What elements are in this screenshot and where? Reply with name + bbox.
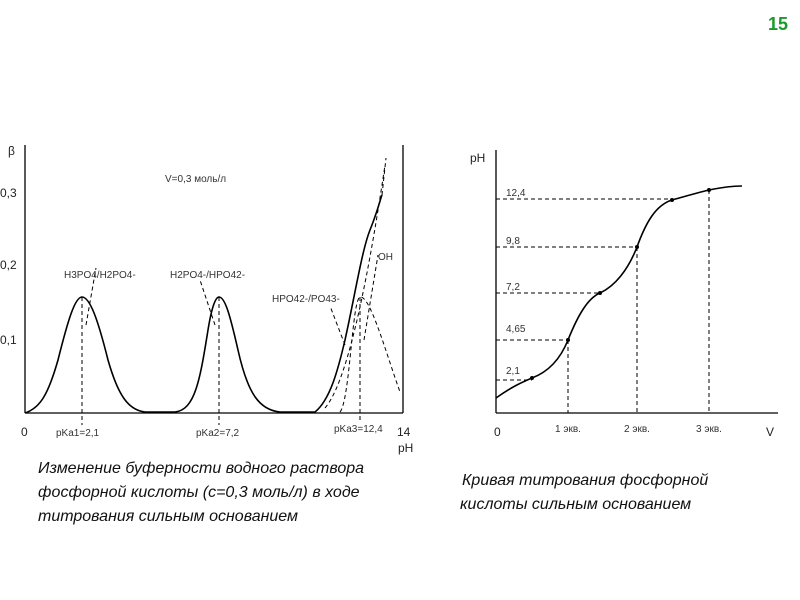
- y-axis-label: pH: [470, 151, 485, 165]
- x-tick-label: 0: [494, 425, 501, 439]
- guide-lines: [496, 190, 710, 413]
- buffer-capacity-figure: β pH V=0,3 моль/л 0,3 0,2 0,1 0 14 pKa1=…: [0, 144, 413, 455]
- peak-label: HPO42-/PO43-: [272, 294, 340, 305]
- x-tick-label: 2 экв.: [624, 424, 650, 435]
- annotation: V=0,3 моль/л: [165, 174, 226, 185]
- x-axis-label: V: [766, 425, 774, 439]
- x-tick-label: 14: [397, 425, 411, 439]
- titration-curve: [495, 185, 743, 399]
- pk-label: pKa2=7,2: [196, 428, 240, 439]
- caption-line: фосфорной кислоты (c=0,3 моль/л) в ходе: [38, 484, 360, 501]
- y-tick-label: 2,1: [506, 366, 520, 377]
- y-tick-label: 7,2: [506, 282, 520, 293]
- y-tick-label: 0,1: [0, 333, 17, 347]
- oh-curve: [324, 157, 387, 409]
- caption-line: Кривая титрования фосфорной: [462, 472, 708, 489]
- peak-label: H2PO4-/HPO42-: [170, 270, 245, 281]
- y-tick-label: 9,8: [506, 236, 520, 247]
- titration-figure: pH V 12,4 9,8 7,2 4,65 2,1 0 1 экв. 2 эк…: [470, 150, 778, 439]
- x-tick-label: 0: [21, 425, 28, 439]
- y-tick-label: 0,2: [0, 258, 17, 272]
- x-tick-label: 1 экв.: [555, 424, 581, 435]
- y-axis-label: β: [8, 144, 15, 158]
- curve-points: [530, 188, 711, 380]
- pk-guides: [81, 254, 379, 425]
- page-number: 15: [768, 14, 788, 34]
- y-tick-label: 12,4: [506, 188, 526, 199]
- caption-line: Изменение буферности водного раствора: [38, 460, 364, 477]
- y-tick-label: 4,65: [506, 324, 526, 335]
- pk-label: pKa1=2,1: [56, 428, 100, 439]
- caption-line: кислоты сильным основанием: [460, 496, 691, 513]
- pk-label: pKa3=12,4: [334, 424, 383, 435]
- x-axis-label: pH: [398, 441, 413, 455]
- oh-label: OH: [378, 252, 393, 263]
- peak-label: H3PO4/H2PO4-: [64, 270, 136, 281]
- y-tick-label: 0,3: [0, 186, 17, 200]
- x-tick-label: 3 экв.: [696, 424, 722, 435]
- third-peak: [339, 296, 401, 413]
- caption-line: титрования сильным основанием: [38, 508, 298, 525]
